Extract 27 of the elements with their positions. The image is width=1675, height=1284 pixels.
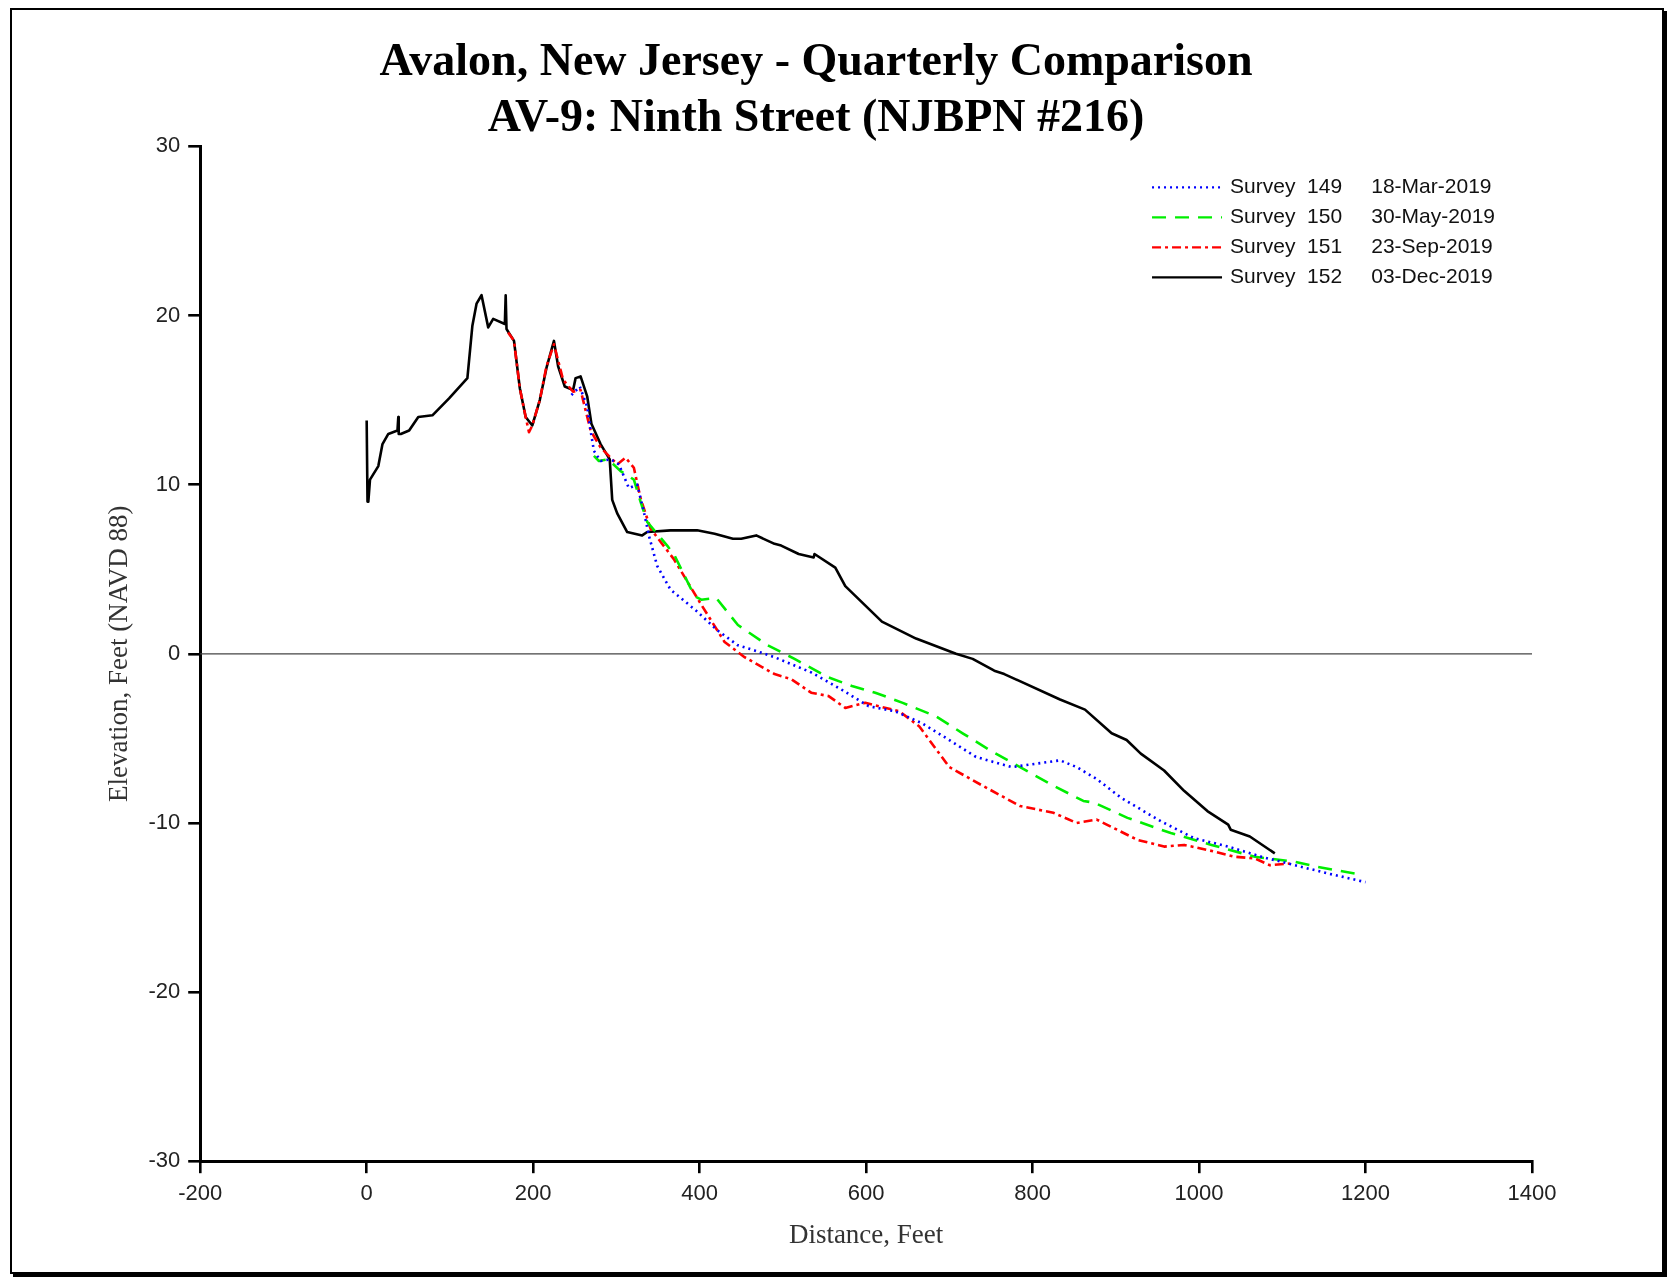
x-tick-label: 800	[1014, 1180, 1051, 1206]
y-tick-label: -30	[148, 1147, 181, 1173]
y-tick-label: 20	[155, 301, 181, 327]
x-axis-title: Distance, Feet	[788, 1218, 944, 1249]
x-tick-label: 400	[681, 1180, 718, 1206]
x-tick-label: 0	[360, 1180, 373, 1206]
x-tick-label: -200	[178, 1180, 223, 1206]
y-axis-title: Elevation, Feet (NAVD 88)	[103, 505, 134, 803]
line-series	[506, 331, 1292, 867]
legend-label: Survey 151 23-Sep-2019	[1230, 234, 1493, 258]
x-tick-label: 1000	[1174, 1180, 1224, 1206]
line-series	[570, 385, 1367, 884]
chart-subtitle: AV-9: Ninth Street (NJBPN #216)	[487, 89, 1145, 141]
legend-label: Survey 150 30-May-2019	[1230, 204, 1496, 228]
x-tick-label: 1200	[1341, 1180, 1390, 1206]
legend-label: Survey 149 18-Mar-2019	[1230, 174, 1492, 198]
y-tick-label: -10	[148, 809, 181, 834]
x-tick-label: 200	[514, 1180, 552, 1206]
y-tick-label: 30	[155, 132, 181, 158]
y-tick-label: 10	[155, 470, 181, 496]
x-tick-label: 600	[847, 1180, 885, 1206]
line-series	[592, 454, 1357, 875]
y-tick-label: 0	[167, 639, 181, 665]
x-tick-label: 1400	[1507, 1180, 1557, 1206]
legend-label: Survey 152 03-Dec-2019	[1230, 264, 1493, 288]
chart-title: Avalon, New Jersey - Quarterly Comparison	[379, 34, 1253, 86]
y-tick-label: -20	[148, 978, 181, 1004]
